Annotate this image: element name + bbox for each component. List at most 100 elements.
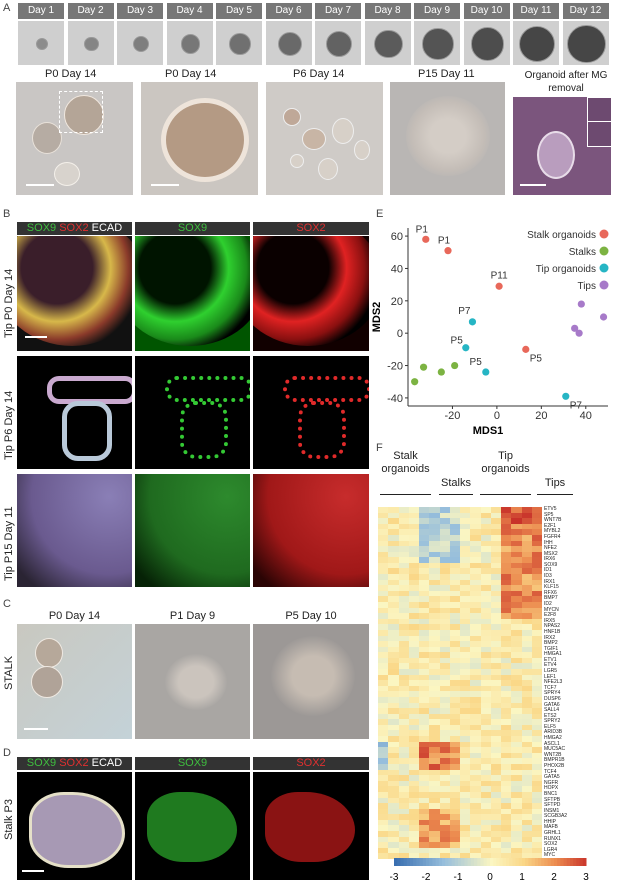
b-tip-p6-sox2 [253, 356, 369, 469]
heatmap-cell [521, 652, 533, 659]
heatmap-cell [511, 585, 522, 592]
heatmap-cell [408, 568, 420, 575]
heatmap-cell [480, 529, 492, 536]
heatmap-cell [449, 523, 461, 530]
heatmap-cell [419, 534, 430, 541]
gene-label: LGR5 [544, 668, 558, 675]
heatmap-cell [501, 613, 512, 620]
heatmap-cell [521, 641, 533, 647]
heatmap-cell [501, 702, 512, 709]
heatmap-cell [501, 540, 512, 547]
heatmap-cell [531, 669, 543, 675]
p0-day14-image [16, 82, 133, 195]
heatmap-cell [419, 752, 430, 759]
heatmap-cell [531, 562, 543, 569]
heatmap-cell [490, 512, 502, 519]
heatmap-cell [408, 557, 420, 564]
heatmap-cell [449, 546, 461, 552]
heatmap-cell [408, 674, 420, 681]
point-label: P5 [470, 357, 483, 368]
heatmap-cell [429, 669, 440, 675]
heatmap-cell [388, 680, 399, 687]
heatmap-cell [388, 574, 399, 580]
day-image-5 [216, 21, 262, 65]
heatmap-cell [388, 747, 399, 754]
data-point [571, 324, 579, 332]
heatmap-cell [501, 764, 512, 770]
heatmap-cell [480, 629, 492, 636]
heatmap-cell [449, 708, 461, 715]
heatmap-cell [511, 579, 522, 586]
data-point [599, 313, 608, 321]
heatmap-cell [398, 635, 410, 642]
heatmap-cell [419, 803, 430, 809]
heatmap-cell [408, 523, 420, 530]
panel-label-c: C [3, 598, 11, 610]
gene-label: MAFB [544, 824, 558, 831]
heatmap-cell [408, 562, 420, 569]
b-row1-label: Tip P0 Day 14 [3, 268, 15, 338]
heatmap-cell [449, 814, 461, 821]
heatmap-cell [408, 713, 420, 720]
heatmap-cell [460, 641, 471, 647]
heatmap-cell [419, 747, 430, 754]
heatmap-cell [449, 764, 461, 770]
heatmap-cell [480, 613, 492, 620]
heatmap-cell [470, 613, 481, 620]
gene-label: GATA5 [544, 774, 560, 781]
heatmap-cell [429, 842, 440, 849]
heatmap-cell [521, 635, 533, 642]
heatmap-cell [460, 669, 471, 675]
heatmap-cell [449, 663, 461, 670]
heatmap-cell [470, 730, 481, 737]
p0-day14-zoom-image [141, 82, 258, 195]
gene-label: WNT2B [544, 751, 562, 758]
x-tick-label: 20 [535, 410, 547, 422]
heatmap-cell [378, 624, 389, 631]
heatmap-cell [378, 507, 389, 513]
colorbar-tick-label: -3 [390, 872, 399, 883]
heatmap-cell [480, 836, 492, 843]
heatmap-cell [439, 847, 451, 854]
heatmap-cell [470, 568, 481, 575]
heatmap-cell [398, 523, 410, 530]
heatmap-cell [419, 691, 430, 698]
colorbar-segment [470, 858, 475, 866]
group-underline [480, 494, 531, 495]
heatmap-cell [439, 791, 451, 798]
heatmap-cell [449, 540, 461, 547]
heatmap-cell [470, 752, 481, 759]
heatmap-cell [480, 540, 492, 547]
heatmap-cell [490, 691, 502, 698]
heatmap-cell [521, 551, 533, 558]
heatmap-cell [531, 786, 543, 793]
heatmap-cell [511, 685, 522, 692]
heatmap-cell [378, 775, 389, 782]
x-tick-label: 0 [494, 410, 500, 422]
heatmap-cell [378, 747, 389, 754]
group-underline [537, 494, 573, 495]
heatmap-cell [501, 624, 512, 631]
day-image-12 [562, 21, 609, 65]
gene-label: HNF1B [544, 628, 561, 635]
heatmap-cell [470, 657, 481, 664]
heatmap-cell [460, 741, 471, 748]
gene-label: ELF5 [544, 723, 556, 730]
heatmap-cell [408, 663, 420, 670]
heatmap-cell [408, 518, 420, 525]
heatmap-cell [419, 842, 430, 849]
heatmap-cell [398, 518, 410, 525]
heatmap-cell [531, 523, 543, 530]
heatmap-cell [521, 629, 533, 636]
heatmap-cell [388, 691, 399, 698]
heatmap-cell [531, 685, 543, 692]
heatmap-cell [439, 579, 451, 586]
heatmap-cell [480, 786, 492, 793]
heatmap-cell [521, 657, 533, 664]
heatmap-cell [501, 853, 512, 860]
heatmap-cell [378, 780, 389, 787]
heatmap-cell [501, 507, 512, 513]
colorbar-segment [541, 858, 545, 866]
day-label-12: Day 12 [562, 3, 609, 19]
heatmap-cell [480, 797, 492, 804]
